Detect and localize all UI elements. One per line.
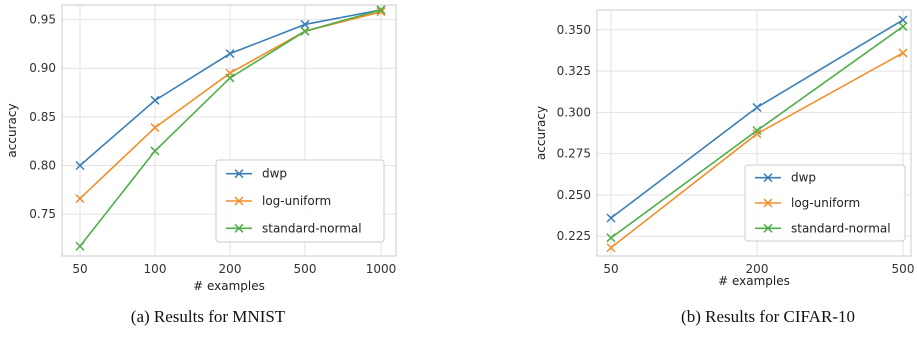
legend-box [215,159,385,243]
data-point-marker [225,49,235,59]
data-point-marker [752,102,762,112]
y-tick-label: 0.225 [557,229,591,243]
y-tick-label: 0.250 [557,188,591,202]
data-point-marker [300,19,310,29]
x-tick-label: 500 [294,262,317,276]
data-point-marker [150,95,160,105]
data-point-marker [606,233,616,243]
y-tick-label: 0.75 [29,207,56,221]
y-axis-label: accuracy [5,103,19,157]
x-axis-label: # examples [718,274,790,288]
legend: dwp log-uniform standard-normal [215,159,385,243]
data-point-marker [898,48,908,58]
legend-label-dwp: dwp [791,171,816,185]
y-tick-label: 0.275 [557,147,591,161]
y-tick-label: 0.325 [557,64,591,78]
series-dwp [606,15,908,223]
legend-label-dwp: dwp [262,167,287,181]
data-point-marker [752,125,762,136]
data-point-marker [898,21,908,32]
legend-label-standard-normal: standard-normal [262,221,362,235]
x-tick-label: 200 [746,262,769,276]
legend-marker-standard-normal [763,223,773,233]
data-point-marker [752,129,762,139]
y-axis-label: accuracy [534,106,548,160]
y-tick-label: 0.300 [557,105,591,119]
legend-marker-dwp [234,169,244,179]
x-tick-label: 100 [144,262,167,276]
x-tick-label: 500 [892,262,915,276]
data-point-marker [225,73,235,83]
y-tick-label: 0.95 [29,13,56,27]
data-point-marker [150,146,160,156]
figure-caption: (a) Results for MNIST [131,307,286,326]
data-point-marker [75,160,85,171]
y-tick-label: 0.80 [29,159,56,173]
legend-box [744,164,906,242]
data-point-marker [606,243,616,253]
x-tick-label: 50 [603,262,618,276]
data-point-marker [300,26,310,36]
figure-caption: (b) Results for CIFAR-10 [681,307,855,326]
data-point-marker [75,194,85,204]
series-log-uniform [606,48,908,253]
x-axis-label: # examples [193,279,265,293]
legend-marker-log-uniform [763,198,773,208]
y-tick-label: 0.90 [29,61,56,75]
chart-cifar10: 50 200 500 0.225 0.250 0.275 0.300 0.325 0.350 # … [534,9,915,326]
data-point-marker [898,15,908,25]
plot-frame [61,4,397,257]
legend-label-log-uniform: log-uniform [791,196,860,210]
series-standard-normal [75,5,386,251]
legend-marker-dwp [763,173,773,183]
y-tick-label: 0.85 [29,110,56,124]
data-point-marker [606,213,616,223]
legend-marker-standard-normal [234,223,244,233]
legend: dwp log-uniform standard-normal [744,164,906,242]
x-tick-label: 200 [219,262,242,276]
data-point-marker [75,241,85,251]
data-point-marker [376,7,386,17]
legend-label-standard-normal: standard-normal [791,221,891,235]
plot-frame [596,9,912,257]
series-standard-normal [606,21,908,243]
chart-mnist: 50 100 200 500 1000 0.75 0.80 0.85 0.90 0.95 # exa… [5,4,397,326]
y-tick-label: 0.350 [557,23,591,37]
x-tick-label: 50 [72,262,87,276]
legend-label-log-uniform: log-uniform [262,194,331,208]
data-point-marker [150,123,160,133]
legend-marker-log-uniform [234,196,244,206]
data-point-marker [376,5,386,15]
x-tick-label: 1000 [366,262,397,276]
